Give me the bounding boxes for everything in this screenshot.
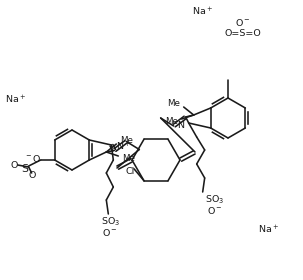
Text: O$^-$: O$^-$ [235,17,251,27]
Text: O=S=O: O=S=O [225,29,261,38]
Text: SO$_3$: SO$_3$ [101,216,120,228]
Text: $^-$O: $^-$O [24,153,42,164]
Text: Me: Me [122,153,135,162]
Text: N: N [177,120,184,130]
Text: Cl: Cl [125,167,135,176]
Text: SO$_3$: SO$_3$ [205,194,224,206]
Text: Na$^+$: Na$^+$ [258,224,279,236]
Text: N$^+$: N$^+$ [116,141,132,153]
Text: S: S [21,164,28,174]
Text: Na$^+$: Na$^+$ [5,94,26,106]
Text: Me: Me [165,116,178,125]
Text: O$^-$: O$^-$ [102,227,118,237]
Text: Me: Me [120,136,133,144]
Text: O: O [11,160,18,169]
Text: O$^-$: O$^-$ [207,204,222,216]
Text: Me: Me [167,99,180,108]
Text: O: O [29,171,36,179]
Text: Na$^+$: Na$^+$ [192,6,213,18]
